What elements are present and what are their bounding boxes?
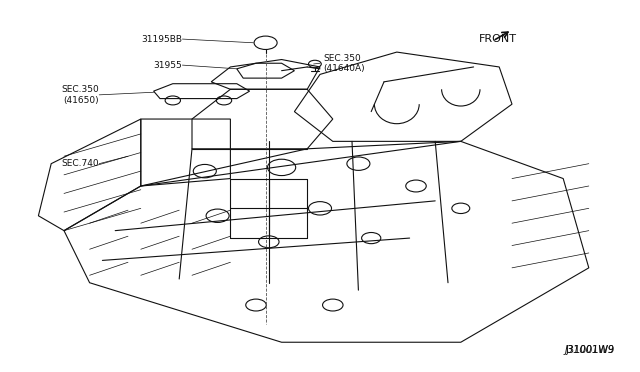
Text: SEC.350
(41650): SEC.350 (41650): [61, 85, 99, 105]
Text: SEC.350
(41640A): SEC.350 (41640A): [323, 54, 365, 73]
Text: 31195BB: 31195BB: [141, 35, 182, 44]
Text: J31001W9: J31001W9: [564, 345, 614, 355]
Text: SEC.740: SEC.740: [61, 159, 99, 168]
Text: J31001W9: J31001W9: [565, 345, 614, 355]
Text: 31955: 31955: [154, 61, 182, 70]
Text: FRONT: FRONT: [479, 34, 516, 44]
